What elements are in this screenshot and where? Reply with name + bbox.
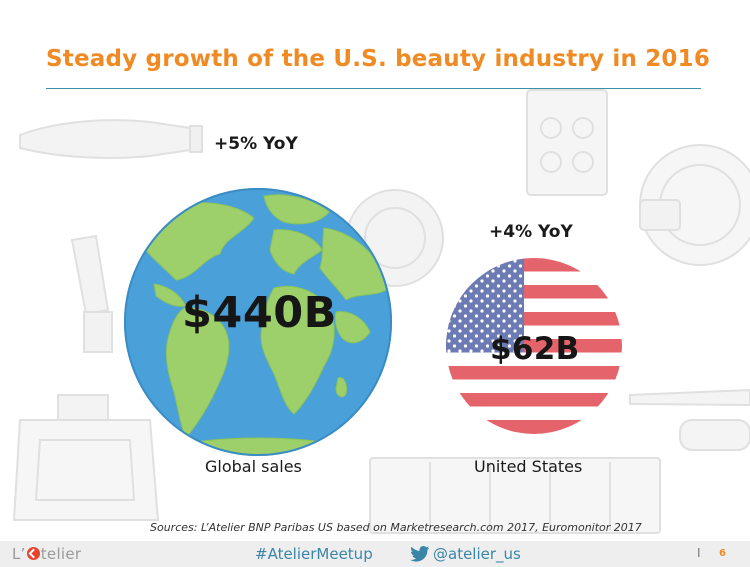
global-sales-label: Global sales xyxy=(205,457,302,476)
atelier-logo: L’ telier xyxy=(12,545,81,563)
us-sales-label: United States xyxy=(474,457,583,476)
twitter-handle: @atelier_us xyxy=(433,545,521,563)
footer-bar: L’ telier #AtelierMeetup @atelier_us I 6 xyxy=(0,541,750,567)
logo-prefix: L’ xyxy=(12,545,26,563)
event-hashtag: #AtelierMeetup xyxy=(255,545,373,563)
page-number: 6 xyxy=(719,548,726,559)
twitter-bird-icon xyxy=(410,546,430,562)
globe-icon xyxy=(124,188,392,456)
sources-note: Sources: L’Atelier BNP Paribas US based … xyxy=(150,521,642,534)
footer-separator: I xyxy=(697,546,701,560)
logo-suffix: telier xyxy=(40,545,82,563)
title-divider xyxy=(46,88,701,89)
us-sales-value: $62B xyxy=(490,331,580,367)
global-yoy-growth: +5% YoY xyxy=(214,134,298,154)
us-flag-icon xyxy=(446,258,622,434)
logo-a-mark-icon xyxy=(26,547,40,560)
global-sales-value: $440B xyxy=(182,288,337,338)
us-yoy-growth: +4% YoY xyxy=(489,222,573,242)
slide-title: Steady growth of the U.S. beauty industr… xyxy=(46,46,711,72)
